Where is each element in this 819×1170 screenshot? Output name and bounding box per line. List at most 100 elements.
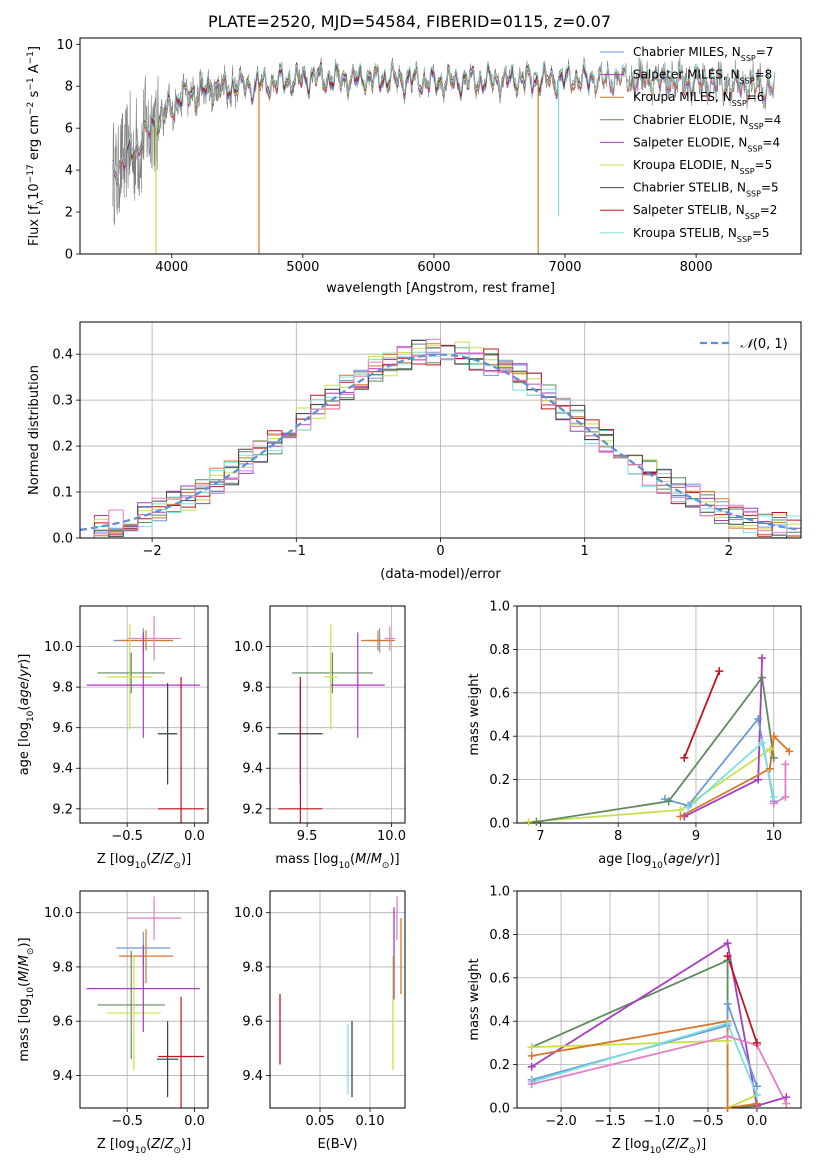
weight-marker — [527, 1051, 536, 1060]
y-tick-label: 9.8 — [52, 681, 73, 696]
x-axis-label: wavelength [Angstrom, rest frame] — [326, 281, 555, 296]
label-part: Z — [679, 1137, 690, 1152]
legend-text: =5 — [761, 181, 779, 195]
weight-marker — [527, 1062, 536, 1071]
weight-marker — [532, 817, 541, 826]
label-part: mass [log — [275, 852, 338, 867]
y-tick-label: 0.4 — [489, 1015, 510, 1030]
y-tick-label: 9.4 — [242, 762, 263, 777]
weight-marker — [765, 745, 774, 754]
legend-subscript: SSP — [745, 212, 760, 221]
spectrum-model-kroupa-elodie — [112, 62, 540, 181]
label-part: )] — [696, 1137, 706, 1152]
y-tick-label: 4 — [65, 164, 73, 179]
y-tick-label: 0.8 — [489, 643, 510, 658]
y-tick-label: 10.0 — [234, 640, 263, 655]
x-tick-label: 10.0 — [377, 829, 406, 844]
y-tick-label: 9.2 — [242, 802, 263, 817]
y-axis-label: Normed distribution — [27, 365, 42, 495]
y-tick-label: 0.0 — [489, 1102, 510, 1117]
axes-frame — [269, 890, 406, 1109]
y-tick-label: 9.6 — [52, 1015, 73, 1030]
weight-line — [726, 955, 758, 1044]
axes-frame — [516, 890, 802, 1109]
legend-entry: Salpeter MILES, NSSP=8 — [633, 68, 772, 86]
legend-text: Chabrier MILES, N — [633, 45, 741, 59]
chart-residuals: −2 −1 0 1 2 0.0 0.1 0.2 0.3 0.4 𝒩(0, 1) (data-model… — [27, 321, 802, 582]
label-part: yr — [17, 662, 32, 678]
legend-text: Chabrier ELODIE, N — [633, 113, 749, 127]
label-part: Z — [665, 1137, 676, 1152]
y-tick-label: 9.6 — [52, 721, 73, 736]
weight-line — [536, 675, 775, 823]
legend-subscript: SSP — [740, 167, 755, 176]
weight-marker — [715, 667, 724, 676]
weight-marker — [723, 939, 732, 948]
axes-frame — [269, 605, 406, 824]
x-axis-label: E(B-V) — [317, 1137, 357, 1152]
label-part: )] — [17, 654, 32, 664]
legend-text: =5 — [755, 158, 773, 172]
y-tick-label: 0.6 — [489, 971, 510, 986]
x-tick-label: −1 — [287, 544, 306, 559]
y-tick-label: 0.0 — [489, 817, 510, 832]
chart-mass-vs-Z: −0.5 0.09.49.69.810.0Z [log10(Z/Z⊙)]mass … — [17, 890, 209, 1156]
weight-marker — [684, 803, 693, 812]
label-part: age — [668, 852, 692, 867]
label-part: Z — [150, 1137, 161, 1152]
y-tick-label: 9.2 — [52, 802, 73, 817]
x-tick-label: 0.0 — [184, 829, 205, 844]
legend-text: Kroupa STELIB, N — [633, 226, 737, 240]
label-part: ⊙ — [173, 1146, 181, 1156]
plot-area — [86, 616, 204, 823]
x-tick-label: 0.10 — [356, 1114, 385, 1129]
weight-marker — [527, 1043, 536, 1052]
legend-text: =7 — [756, 45, 774, 59]
legend-text: Chabrier STELIB, N — [633, 181, 746, 195]
label-part: −2 — [26, 102, 36, 115]
label-part: yr — [696, 852, 712, 867]
label-part: −1 — [26, 51, 36, 64]
x-axis-label: age [log10(age/yr)] — [598, 852, 720, 871]
plot-area — [279, 896, 402, 1098]
label-part: 10 — [339, 861, 351, 871]
weight-marker — [752, 1038, 761, 1047]
label-part: / — [675, 1137, 680, 1152]
label-part: Z — [164, 852, 175, 867]
x-tick-label: 0 — [436, 544, 444, 559]
x-tick-label: −2 — [143, 544, 162, 559]
label-part: ⊙ — [26, 948, 36, 956]
plot-area — [80, 338, 801, 538]
y-tick-label: 9.8 — [52, 960, 73, 975]
x-axis-label: Z [log10(Z/Z⊙)] — [97, 1137, 191, 1156]
legend-text: =8 — [755, 68, 773, 82]
weight-line — [528, 748, 771, 823]
label-part: Z [log — [97, 852, 135, 867]
weight-line — [531, 1035, 788, 1105]
legend-entry: Chabrier STELIB, NSSP=5 — [633, 181, 779, 199]
label-part: age [log — [598, 852, 651, 867]
weight-line — [679, 734, 790, 818]
label-part: Z — [150, 852, 161, 867]
axes-frame — [516, 605, 802, 824]
label-part: erg cm — [27, 115, 42, 164]
chart-spectrum: 4000 5000 6000 7000 8000 0 2 4 6 8 10 wavelength [A… — [26, 37, 802, 296]
label-part: mass [log — [17, 998, 32, 1061]
y-axis-label: mass [log10(M/M⊙)] — [17, 937, 36, 1061]
plot-area — [86, 896, 204, 1108]
label-part: )] — [389, 852, 399, 867]
x-axis-label: (data-model)/error — [380, 567, 501, 582]
label-part: Flux [f — [27, 205, 42, 246]
x-tick-label: 0.05 — [306, 1114, 335, 1129]
chart-age-vs-Z: −0.5 0.09.29.49.69.810.0Z [log10(Z/Z⊙)]ag… — [17, 605, 209, 871]
label-part: / — [17, 676, 32, 681]
x-tick-label: 7 — [536, 829, 544, 844]
legend-subscript: SSP — [741, 54, 756, 63]
y-tick-label: 9.8 — [242, 681, 263, 696]
weight-marker — [782, 1099, 791, 1108]
x-tick-label: 8000 — [680, 260, 713, 275]
weight-marker — [676, 812, 685, 821]
legend-entry: Kroupa STELIB, NSSP=5 — [633, 226, 770, 244]
